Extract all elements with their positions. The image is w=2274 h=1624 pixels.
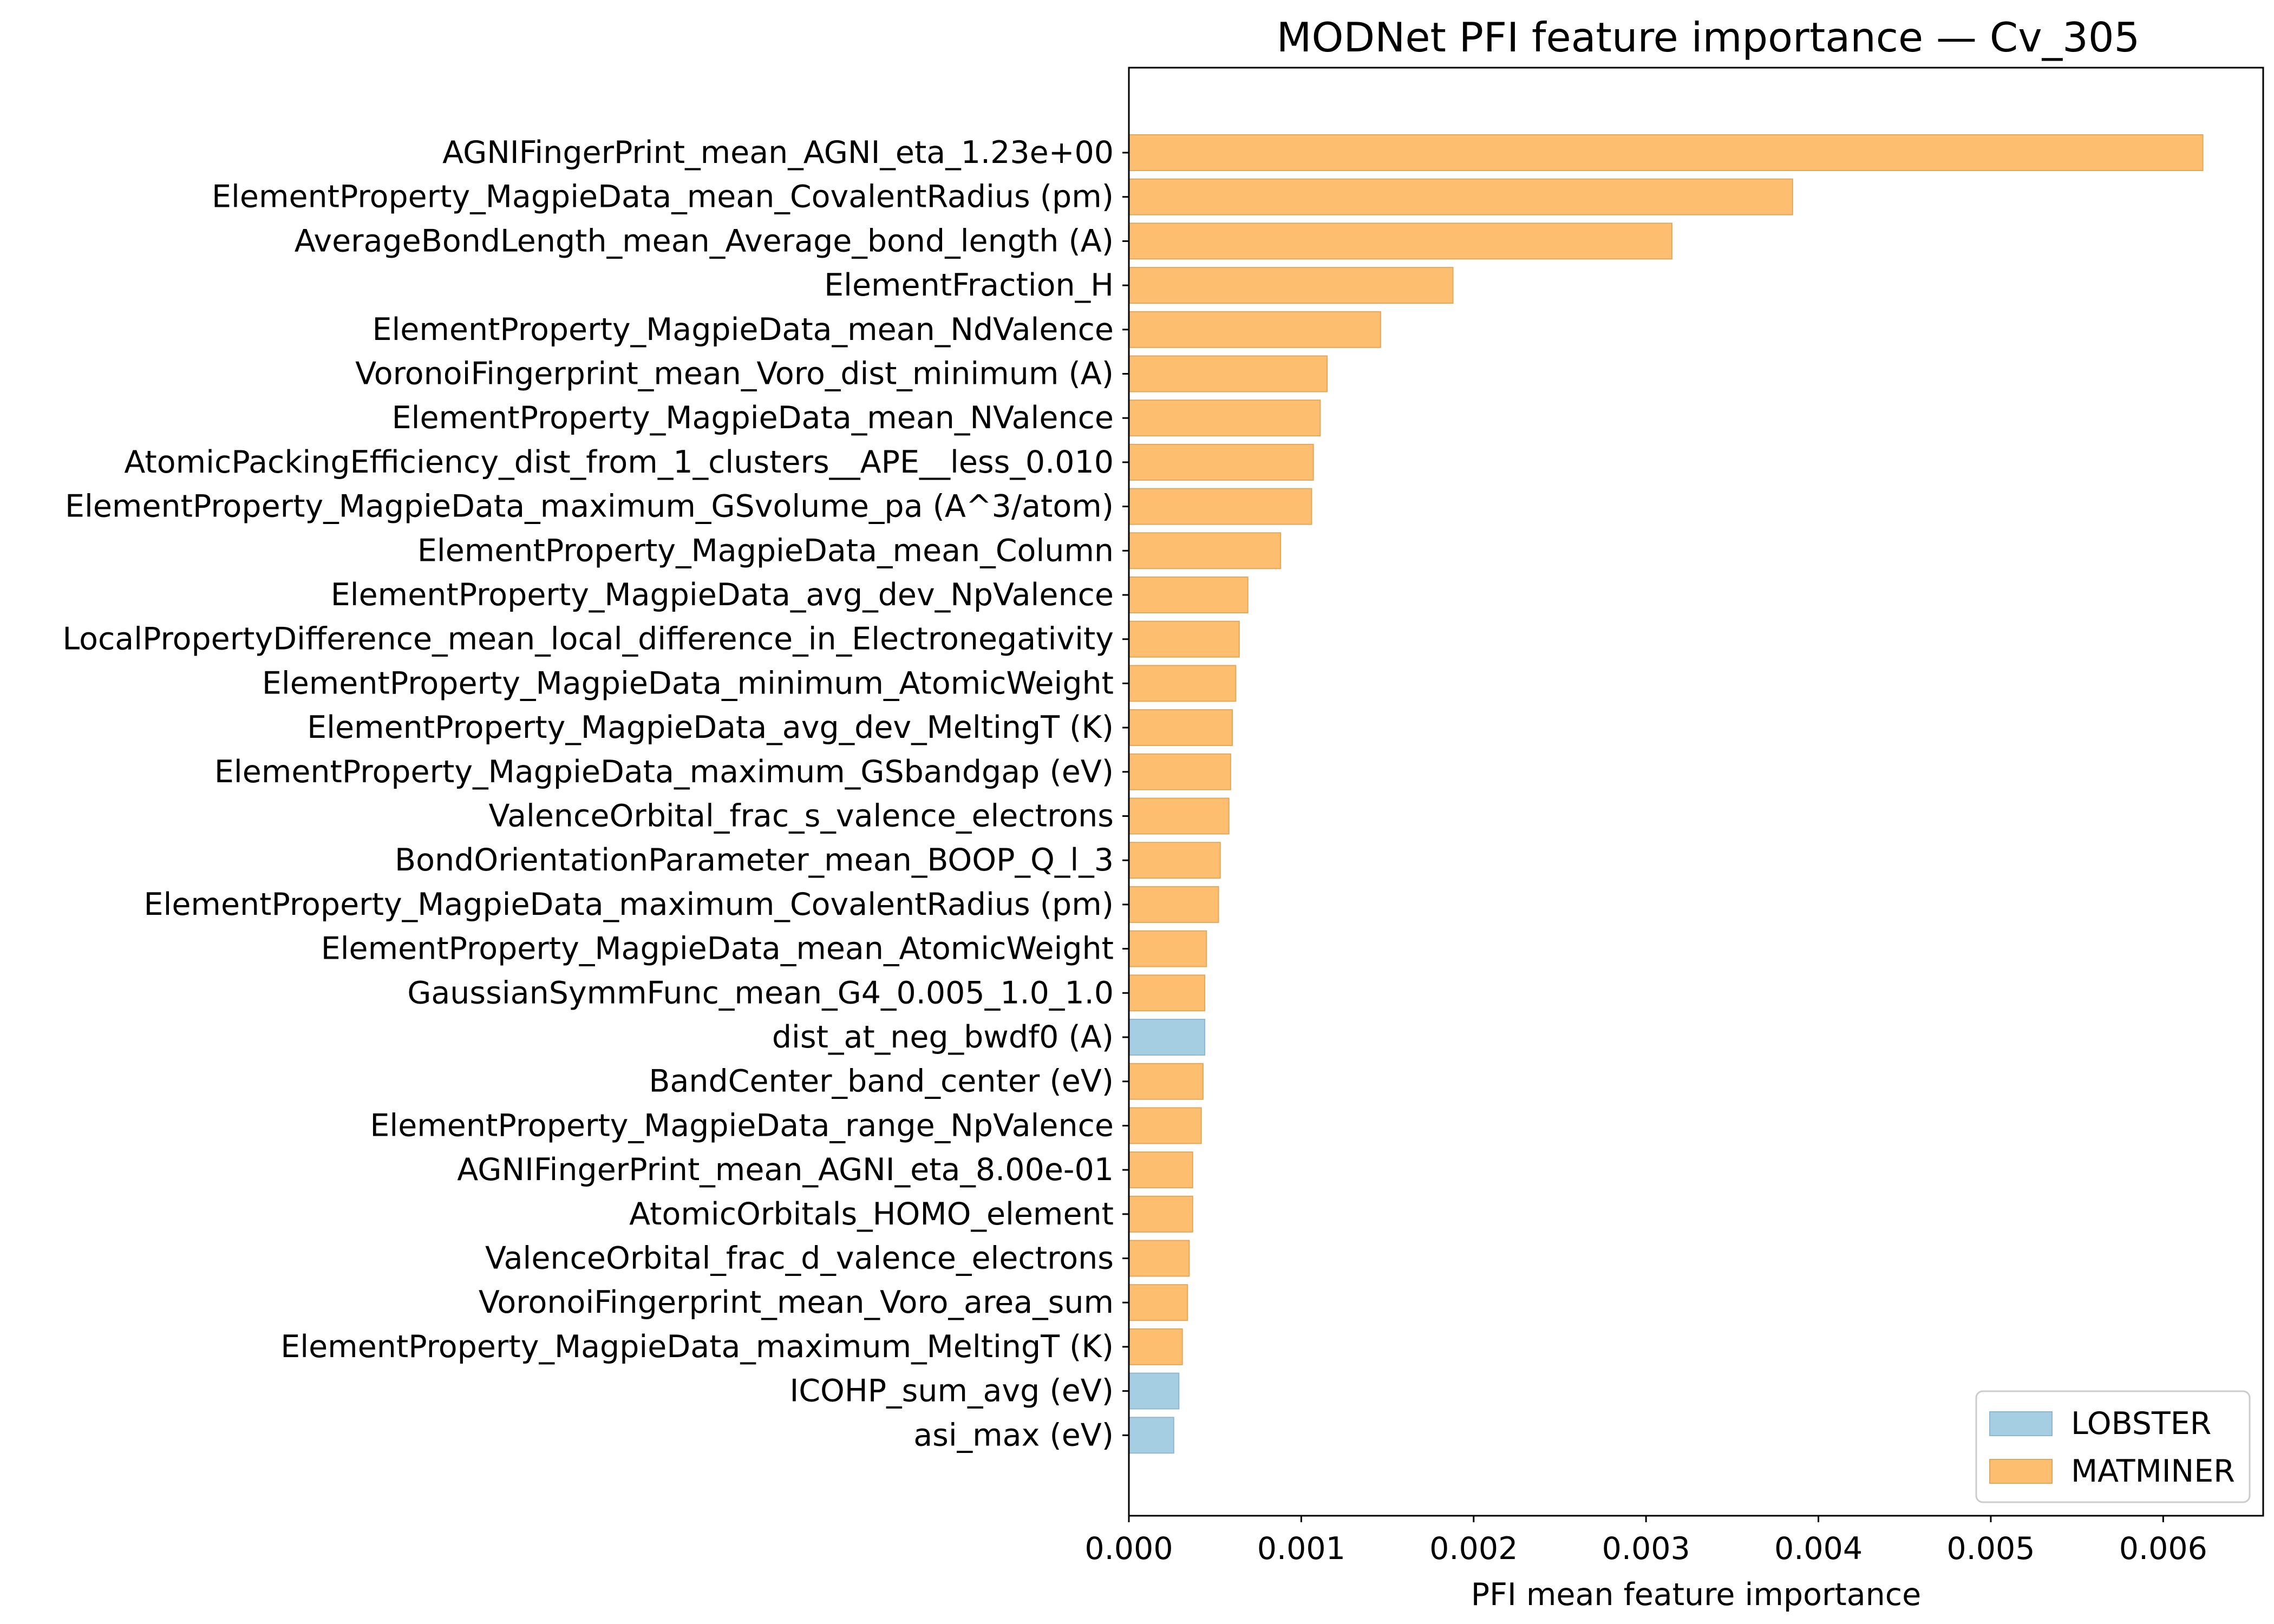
legend: LOBSTER MATMINER — [1975, 1390, 2251, 1503]
x-tick-label: 0.005 — [1946, 1531, 2035, 1567]
y-tick-label: asi_max (eV) — [913, 1417, 1114, 1453]
y-tick-label: ElementProperty_MagpieData_mean_NdValenc… — [372, 312, 1114, 348]
y-tick-label: ElementProperty_MagpieData_mean_AtomicWe… — [321, 931, 1114, 967]
bar-matminer — [1128, 1284, 1188, 1321]
bar-matminer — [1128, 886, 1219, 923]
bar-matminer — [1128, 709, 1233, 746]
y-tick-label: AtomicPackingEfficiency_dist_from_1_clus… — [124, 444, 1114, 480]
x-tick-label: 0.001 — [1257, 1531, 1345, 1567]
bar-matminer — [1128, 1107, 1202, 1144]
bar-matminer — [1128, 311, 1381, 348]
y-tick-label: BandCenter_band_center (eV) — [649, 1064, 1114, 1099]
y-tick-labels: AGNIFingerPrint_mean_AGNI_eta_1.23e+00 El… — [62, 135, 1129, 1453]
y-tick-label: ElementProperty_MagpieData_mean_Column — [417, 533, 1114, 568]
x-tick-label: 0.004 — [1774, 1531, 1863, 1567]
bar-matminer — [1128, 532, 1282, 569]
y-tick-label: VoronoiFingerprint_mean_Voro_area_sum — [479, 1285, 1114, 1320]
plot-frame — [1128, 67, 2264, 1517]
bar-matminer — [1128, 1063, 1204, 1100]
y-tick-label: dist_at_neg_bwdf0 (A) — [772, 1019, 1114, 1055]
y-tick-label: ElementProperty_MagpieData_maximum_Coval… — [144, 887, 1114, 922]
bar-matminer — [1128, 577, 1249, 613]
y-tick-label: ValenceOrbital_frac_d_valence_electrons — [485, 1241, 1114, 1276]
bar-matminer — [1128, 620, 1240, 658]
x-axis-label: PFI mean feature importance — [1471, 1577, 1921, 1613]
bar-matminer — [1128, 930, 1207, 967]
legend-label-matminer: MATMINER — [2071, 1453, 2235, 1489]
y-tick-label: ICOHP_sum_avg (eV) — [789, 1373, 1114, 1409]
bar-matminer — [1128, 134, 2204, 171]
y-tick-label: ElementProperty_MagpieData_avg_dev_Melti… — [307, 710, 1114, 745]
y-tick-label: ElementFraction_H — [824, 267, 1114, 303]
y-tick-label: AtomicOrbitals_HOMO_element — [629, 1196, 1114, 1232]
legend-swatch-lobster — [1989, 1411, 2053, 1436]
legend-swatch-matminer — [1989, 1459, 2053, 1484]
bar-matminer — [1128, 665, 1237, 702]
y-tick-label: ElementProperty_MagpieData_mean_NValence — [392, 400, 1114, 436]
bar-matminer — [1128, 753, 1231, 790]
bar-matminer — [1128, 1240, 1190, 1277]
bar-matminer — [1128, 178, 1793, 215]
y-tick-label: AGNIFingerPrint_mean_AGNI_eta_1.23e+00 — [442, 135, 1114, 171]
x-tick-label: 0.000 — [1084, 1531, 1173, 1567]
y-tick-label: VoronoiFingerprint_mean_Voro_dist_minimu… — [355, 356, 1114, 392]
bar-matminer — [1128, 1195, 1193, 1233]
y-tick-label: AverageBondLength_mean_Average_bond_leng… — [295, 223, 1114, 259]
bar-lobster — [1128, 1372, 1180, 1410]
bar-matminer — [1128, 400, 1321, 437]
bar-matminer — [1128, 488, 1312, 525]
y-tick-label: ElementProperty_MagpieData_maximum_GSban… — [214, 754, 1114, 790]
bar-matminer — [1128, 797, 1230, 835]
y-tick-label: ElementProperty_MagpieData_minimum_Atomi… — [262, 665, 1114, 701]
chart-title: MODNet PFI feature importance — Cv_305 — [1277, 14, 2140, 61]
bars-layer — [1128, 134, 2204, 1454]
x-tick-label: 0.006 — [2119, 1531, 2207, 1567]
bar-matminer — [1128, 267, 1454, 304]
x-tick-label: 0.003 — [1602, 1531, 1690, 1567]
bar-lobster — [1128, 1019, 1206, 1056]
legend-label-lobster: LOBSTER — [2071, 1406, 2211, 1442]
y-tick-label: ElementProperty_MagpieData_avg_dev_NpVal… — [331, 577, 1114, 613]
bar-matminer — [1128, 222, 1672, 260]
bar-matminer — [1128, 355, 1328, 392]
y-tick-label: BondOrientationParameter_mean_BOOP_Q_l_3 — [395, 842, 1114, 878]
bar-matminer — [1128, 1151, 1193, 1189]
y-tick-label: ElementProperty_MagpieData_maximum_GSvol… — [65, 489, 1114, 525]
bar-matminer — [1128, 842, 1221, 879]
x-axis-ticks: 0.000 0.001 0.002 0.003 0.004 0.005 0.006 — [1084, 1516, 2207, 1567]
bar-matminer — [1128, 1328, 1183, 1365]
x-tick-label: 0.002 — [1429, 1531, 1518, 1567]
y-tick-label: LocalPropertyDifference_mean_local_diffe… — [62, 621, 1114, 657]
bar-matminer — [1128, 974, 1206, 1012]
y-tick-label: ElementProperty_MagpieData_maximum_Melti… — [280, 1329, 1114, 1365]
bar-matminer — [1128, 443, 1314, 481]
y-tick-label: ValenceOrbital_frac_s_valence_electrons — [489, 798, 1114, 834]
y-tick-label: GaussianSymmFunc_mean_G4_0.005_1.0_1.0 — [407, 975, 1114, 1011]
bar-lobster — [1128, 1417, 1174, 1454]
y-tick-label: ElementProperty_MagpieData_range_NpValen… — [370, 1108, 1114, 1143]
y-tick-label: AGNIFingerPrint_mean_AGNI_eta_8.00e-01 — [457, 1152, 1114, 1188]
y-tick-label: ElementProperty_MagpieData_mean_Covalent… — [212, 179, 1114, 215]
